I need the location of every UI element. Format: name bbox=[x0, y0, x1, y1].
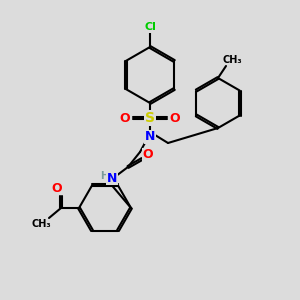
Text: Cl: Cl bbox=[144, 22, 156, 32]
Text: CH₃: CH₃ bbox=[222, 55, 242, 65]
Text: O: O bbox=[170, 112, 180, 124]
Text: O: O bbox=[143, 148, 153, 161]
Text: S: S bbox=[145, 111, 155, 125]
Text: N: N bbox=[107, 172, 117, 184]
Text: O: O bbox=[52, 182, 62, 194]
Text: CH₃: CH₃ bbox=[31, 219, 51, 229]
Text: H: H bbox=[100, 171, 108, 181]
Text: O: O bbox=[120, 112, 130, 124]
Text: N: N bbox=[145, 130, 155, 143]
